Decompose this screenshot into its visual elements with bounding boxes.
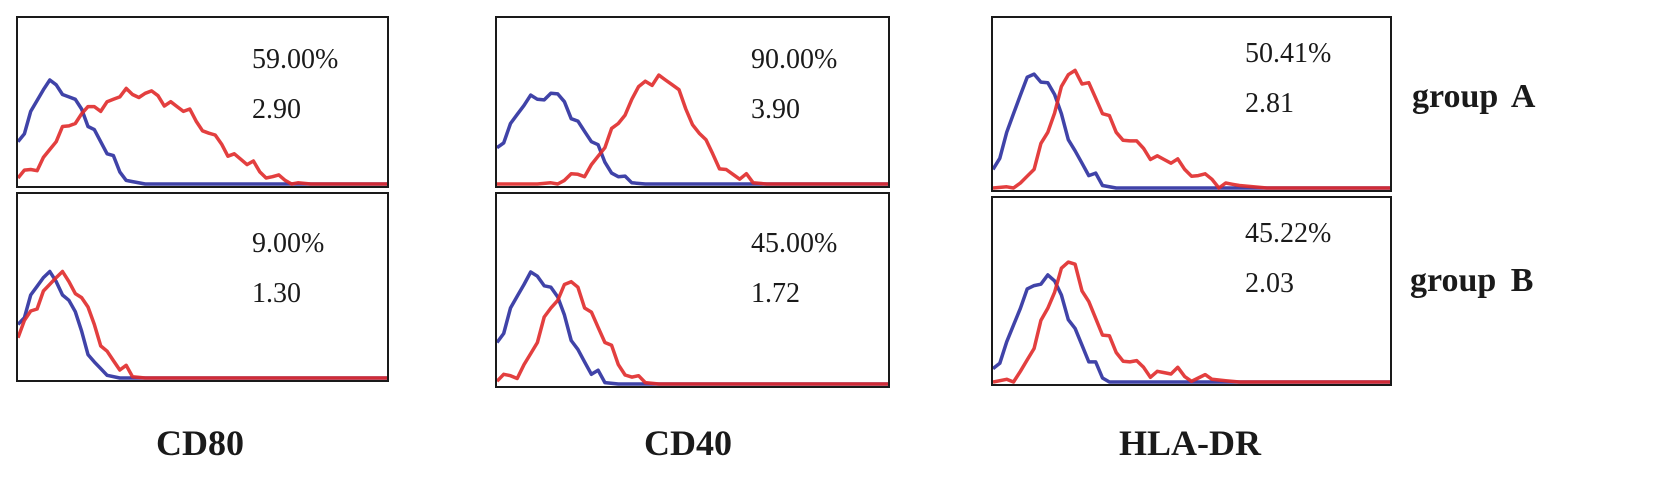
- stained-histogram-line-hla-dr-group-b: [993, 260, 1390, 384]
- mfi-label-hla-dr-group-a: 2.81: [1245, 88, 1294, 119]
- marker-label-cd80: CD80: [156, 423, 244, 463]
- percent-label-cd80-group-a: 59.00%: [252, 44, 339, 75]
- marker-label-cd40: CD40: [644, 423, 732, 463]
- percent-label-hla-dr-group-b: 45.22%: [1245, 218, 1332, 249]
- histogram-plot-hla-dr-group-b: [993, 260, 1390, 384]
- histogram-panel-cd40-group-a: 90.00% 3.90: [495, 16, 890, 188]
- histogram-panel-hla-dr-group-b: 45.22% 2.03: [991, 196, 1392, 386]
- stained-histogram-line-cd40-group-b: [497, 279, 888, 386]
- stained-histogram-line-cd80-group-b: [18, 269, 387, 380]
- histogram-plot-cd40-group-a: [497, 73, 888, 186]
- isotype-histogram-line-hla-dr-group-b: [993, 273, 1390, 384]
- isotype-histogram-line-hla-dr-group-a: [993, 72, 1390, 190]
- histogram-plot-cd80-group-a: [18, 78, 387, 186]
- histogram-plot-cd40-group-b: [497, 270, 888, 386]
- stained-histogram-line-cd40-group-a: [497, 73, 888, 186]
- isotype-histogram-line-cd40-group-a: [497, 91, 888, 186]
- group-b-label: group B: [1410, 262, 1534, 299]
- group-a-label: group A: [1412, 78, 1536, 115]
- marker-label-hla-dr: HLA-DR: [1119, 423, 1261, 463]
- mfi-label-cd80-group-a: 2.90: [252, 94, 301, 125]
- histogram-plot-cd80-group-b: [18, 269, 387, 380]
- stained-histogram-line-cd80-group-a: [18, 86, 387, 186]
- mfi-label-cd40-group-a: 3.90: [751, 94, 800, 125]
- percent-label-cd40-group-b: 45.00%: [751, 228, 838, 259]
- mfi-label-cd80-group-b: 1.30: [252, 278, 301, 309]
- histogram-panel-cd80-group-b: 9.00% 1.30: [16, 192, 389, 382]
- percent-label-cd40-group-a: 90.00%: [751, 44, 838, 75]
- histogram-plot-hla-dr-group-a: [993, 68, 1390, 190]
- mfi-label-cd40-group-b: 1.72: [751, 278, 800, 309]
- histogram-panel-cd80-group-a: 59.00% 2.90: [16, 16, 389, 188]
- stained-histogram-line-hla-dr-group-a: [993, 68, 1390, 190]
- percent-label-cd80-group-b: 9.00%: [252, 228, 325, 259]
- histogram-panel-hla-dr-group-a: 50.41% 2.81: [991, 16, 1392, 192]
- percent-label-hla-dr-group-a: 50.41%: [1245, 38, 1332, 69]
- mfi-label-hla-dr-group-b: 2.03: [1245, 268, 1294, 299]
- histogram-panel-cd40-group-b: 45.00% 1.72: [495, 192, 890, 388]
- isotype-histogram-line-cd40-group-b: [497, 270, 888, 386]
